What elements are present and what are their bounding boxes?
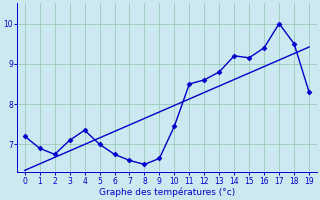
X-axis label: Graphe des températures (°c): Graphe des températures (°c): [99, 187, 235, 197]
